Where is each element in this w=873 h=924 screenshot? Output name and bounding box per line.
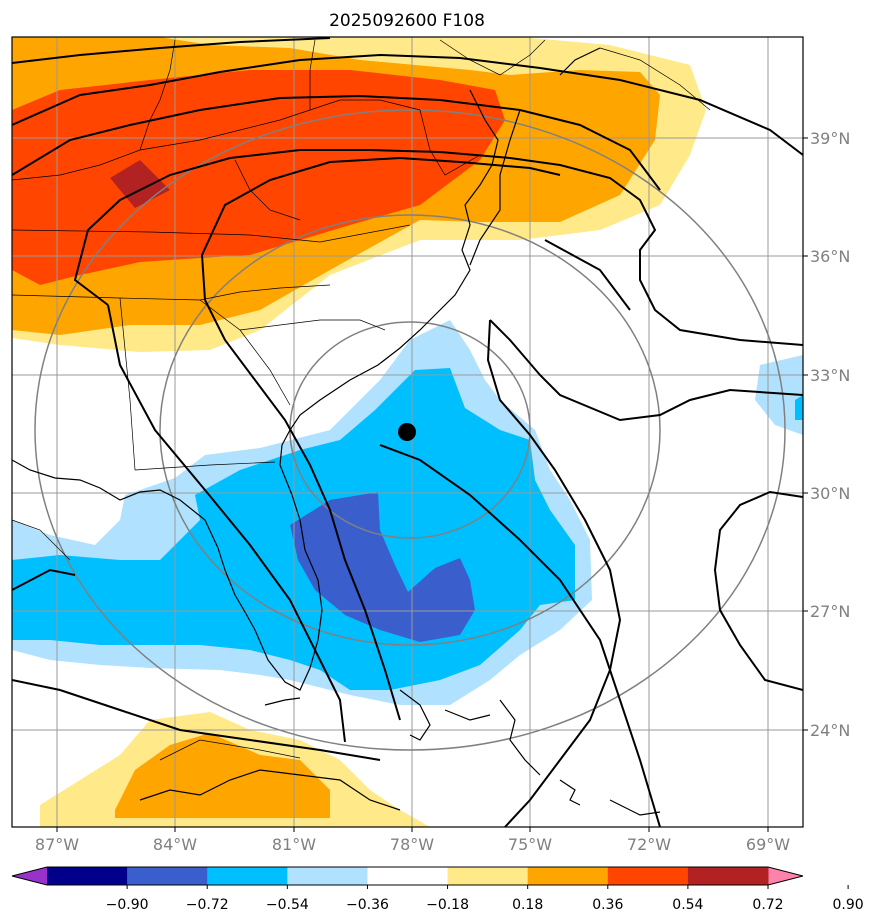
lat-tick-label: 39°N	[810, 129, 850, 148]
positive-region-south	[115, 733, 330, 818]
colorbar-extend-min	[12, 867, 47, 885]
colorbar-tick-label: 0.54	[672, 897, 703, 913]
colorbar-segment	[607, 867, 689, 885]
colorbar-tick-label: 0.72	[752, 897, 783, 913]
lon-tick-label: 72°W	[627, 835, 671, 854]
colorbar: −0.90 −0.72 −0.54 −0.36 −0.18 0.18 0.36 0.54 0.7…	[11, 866, 864, 913]
colorbar-tick-label: −0.36	[346, 897, 389, 913]
colorbar-segment	[367, 867, 449, 885]
colorbar-tick-label: 0.18	[512, 897, 543, 913]
colorbar-tick-label: 0.90	[833, 897, 864, 913]
lon-tick-label: 75°W	[508, 835, 552, 854]
colorbar-tick-label: 0.36	[592, 897, 623, 913]
lat-tick-label: 27°N	[810, 602, 850, 621]
colorbar-tick-label: −0.54	[266, 897, 309, 913]
colorbar-tick-label: −0.18	[426, 897, 469, 913]
latitude-axis: 39°N 36°N 33°N 30°N 27°N 24°N	[803, 129, 850, 740]
colorbar-segment	[687, 867, 769, 885]
lat-tick-label: 33°N	[810, 366, 850, 385]
negative-region-east	[795, 395, 803, 420]
colorbar-segment	[447, 867, 529, 885]
contour-lines	[12, 37, 803, 827]
colorbar-segment	[287, 867, 368, 885]
lat-tick-label: 36°N	[810, 247, 850, 266]
map-panel	[12, 37, 803, 827]
lon-tick-label: 69°W	[746, 835, 790, 854]
lat-tick-label: 24°N	[810, 721, 850, 740]
map-frame	[11, 36, 804, 828]
lat-tick-label: 30°N	[810, 484, 850, 503]
colorbar-tick-label: −0.90	[106, 897, 149, 913]
center-marker	[398, 423, 416, 441]
range-rings	[34, 109, 786, 751]
lon-tick-label: 84°W	[153, 835, 197, 854]
map-title: 2025092600 F108	[329, 11, 485, 31]
colorbar-segments	[12, 867, 803, 885]
colorbar-outline	[11, 866, 804, 886]
colorbar-tick-label: −0.72	[186, 897, 229, 913]
colorbar-segment	[527, 867, 609, 885]
state-borders	[12, 39, 711, 761]
colorbar-extend-max	[768, 867, 803, 885]
coastlines	[12, 47, 661, 816]
lon-tick-label: 87°W	[35, 835, 79, 854]
longitude-axis: 87°W 84°W 81°W 78°W 75°W 72°W 69°W	[35, 827, 790, 854]
lon-tick-label: 81°W	[272, 835, 316, 854]
colorbar-segment	[47, 867, 128, 885]
colorbar-segment	[207, 867, 288, 885]
colorbar-segment	[127, 867, 208, 885]
lon-tick-label: 78°W	[390, 835, 434, 854]
colorbar-ticks: −0.90 −0.72 −0.54 −0.36 −0.18 0.18 0.36 0.54 0.7…	[106, 885, 864, 913]
